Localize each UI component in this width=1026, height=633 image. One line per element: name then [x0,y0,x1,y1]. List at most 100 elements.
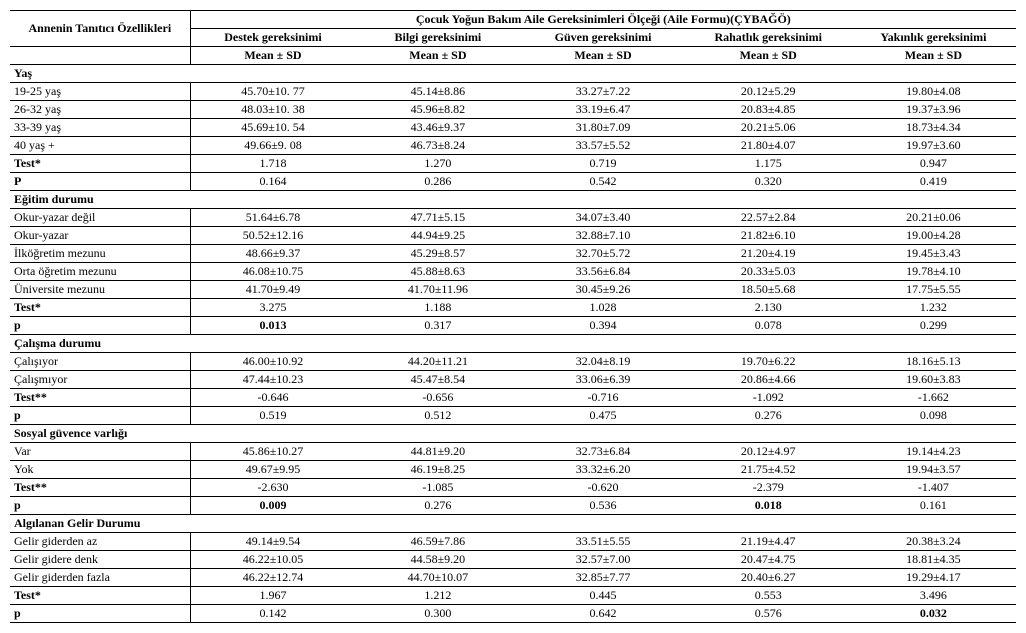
cell-value: 47.71±5.15 [355,209,520,227]
col-header: Destek gereksinimi [190,29,355,47]
mean-sd-label: Mean ± SD [686,47,851,65]
cell-value: 18.16±5.13 [851,353,1016,371]
row-label: Gelir giderden az [10,533,190,551]
row-label: Gelir giderden fazla [10,569,190,587]
table-row: 26-32 yaş48.03±10. 3845.96±8.8233.19±6.4… [10,101,1016,119]
col-header: Güven gereksinimi [520,29,685,47]
table-row: Çalışıyor46.00±10.9244.20±11.2132.04±8.1… [10,353,1016,371]
p-value: 0.512 [355,407,520,425]
test-value: 2.130 [686,299,851,317]
cell-value: 19.70±6.22 [686,353,851,371]
p-value: 0.419 [851,173,1016,191]
table-row: 33-39 yaş45.69±10. 5443.46±9.3731.80±7.0… [10,119,1016,137]
cell-value: 45.69±10. 54 [190,119,355,137]
row-label: 40 yaş + [10,137,190,155]
cell-value: 33.57±5.52 [520,137,685,155]
cell-value: 46.22±10.05 [190,551,355,569]
cell-value: 45.88±8.63 [355,263,520,281]
row-label: 26-32 yaş [10,101,190,119]
cell-value: 45.47±8.54 [355,371,520,389]
col-header: Rahatlık gereksinimi [686,29,851,47]
cell-value: 49.14±9.54 [190,533,355,551]
cell-value: 41.70±11.96 [355,281,520,299]
test-value: -0.716 [520,389,685,407]
test-value: -1.407 [851,479,1016,497]
test-label: Test** [10,389,190,407]
cell-value: 48.03±10. 38 [190,101,355,119]
test-value: 0.947 [851,155,1016,173]
test-label: Test* [10,155,190,173]
cell-value: 46.19±8.25 [355,461,520,479]
cell-value: 31.80±7.09 [520,119,685,137]
row-label: 19-25 yaş [10,83,190,101]
cell-value: 20.33±5.03 [686,263,851,281]
section-title: Çalışma durumu [10,335,1016,353]
table-body: Yaş19-25 yaş45.70±10. 7745.14±8.8633.27±… [10,65,1016,623]
row-label: Var [10,443,190,461]
mean-sd-label: Mean ± SD [851,47,1016,65]
cell-value: 33.32±6.20 [520,461,685,479]
cell-value: 46.00±10.92 [190,353,355,371]
row-label: Orta öğretim mezunu [10,263,190,281]
test-value: -1.085 [355,479,520,497]
cell-value: 20.21±0.06 [851,209,1016,227]
p-value: 0.009 [190,497,355,515]
section-title: Sosyal güvence varlığı [10,425,1016,443]
p-value: 0.098 [851,407,1016,425]
cell-value: 44.94±9.25 [355,227,520,245]
table-row: Çalışmıyor47.44±10.2345.47±8.5433.06±6.3… [10,371,1016,389]
section-title: Algılanan Gelir Durumu [10,515,1016,533]
test-value: 1.967 [190,587,355,605]
test-value: 1.718 [190,155,355,173]
test-label: Test* [10,587,190,605]
mean-sd-label: Mean ± SD [520,47,685,65]
table-row: Gelir gidere denk46.22±10.0544.58±9.2032… [10,551,1016,569]
cell-value: 18.73±4.34 [851,119,1016,137]
test-value: 1.028 [520,299,685,317]
p-value: 0.317 [355,317,520,335]
cell-value: 19.94±3.57 [851,461,1016,479]
row-label: Çalışıyor [10,353,190,371]
table-row: Orta öğretim mezunu46.08±10.7545.88±8.63… [10,263,1016,281]
test-value: 3.275 [190,299,355,317]
table-row: Yok49.67±9.9546.19±8.2533.32±6.2021.75±4… [10,461,1016,479]
row-label: Okur-yazar değil [10,209,190,227]
cell-value: 45.29±8.57 [355,245,520,263]
section-title: Eğitim durumu [10,191,1016,209]
table-row: Var45.86±10.2744.81±9.2032.73±6.8420.12±… [10,443,1016,461]
cell-value: 20.40±6.27 [686,569,851,587]
cell-value: 45.14±8.86 [355,83,520,101]
test-value: -0.620 [520,479,685,497]
cell-value: 20.86±4.66 [686,371,851,389]
test-value: 1.270 [355,155,520,173]
cell-value: 17.75±5.55 [851,281,1016,299]
cell-value: 18.81±4.35 [851,551,1016,569]
row-label: Gelir gidere denk [10,551,190,569]
test-value: 0.553 [686,587,851,605]
test-value: 0.719 [520,155,685,173]
cell-value: 22.57±2.84 [686,209,851,227]
p-value: 0.161 [851,497,1016,515]
p-value: 0.032 [851,605,1016,623]
test-value: -2.379 [686,479,851,497]
test-value: -1.092 [686,389,851,407]
cell-value: 19.78±4.10 [851,263,1016,281]
p-value: 0.475 [520,407,685,425]
p-value: 0.320 [686,173,851,191]
cell-value: 21.80±4.07 [686,137,851,155]
test-label: Test* [10,299,190,317]
cell-value: 41.70±9.49 [190,281,355,299]
cell-value: 49.67±9.95 [190,461,355,479]
cell-value: 33.19±6.47 [520,101,685,119]
p-label: p [10,407,190,425]
cell-value: 51.64±6.78 [190,209,355,227]
cell-value: 32.04±8.19 [520,353,685,371]
cell-value: 21.20±4.19 [686,245,851,263]
cell-value: 19.29±4.17 [851,569,1016,587]
cell-value: 45.86±10.27 [190,443,355,461]
p-value: 0.642 [520,605,685,623]
p-label: P [10,173,190,191]
p-value: 0.013 [190,317,355,335]
section-title: Yaş [10,65,1016,83]
cell-value: 21.19±4.47 [686,533,851,551]
